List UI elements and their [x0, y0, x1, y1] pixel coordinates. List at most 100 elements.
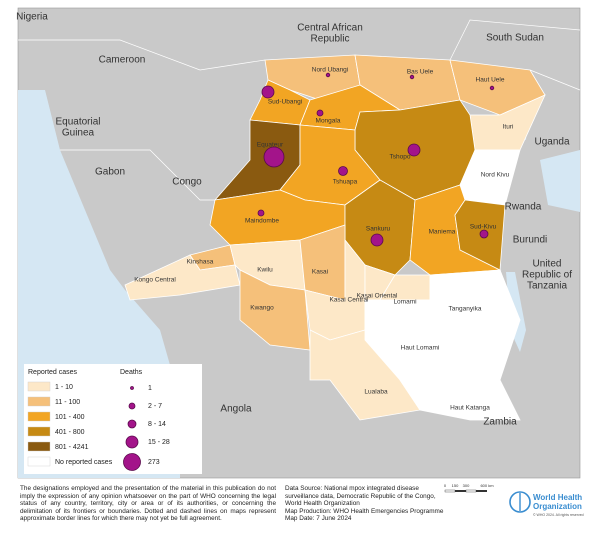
legend-label: 273 [148, 459, 160, 466]
province-label: Sankuru [366, 226, 391, 233]
country-label: Burundi [513, 235, 547, 246]
province-label: Maniema [429, 229, 456, 236]
death-marker [261, 85, 275, 99]
province-label: Lomami [393, 299, 416, 306]
legend-label: 401 - 800 [55, 429, 85, 436]
country-label: South Sudan [486, 33, 544, 44]
country-label: Guinea [62, 128, 95, 139]
province-label: Kasai Oriental [357, 293, 398, 300]
province-label: Bas Uele [407, 69, 434, 76]
death-marker [407, 143, 421, 157]
data-source: Data Source: National mpox integrated di… [285, 485, 436, 508]
scale-label: 150 [452, 483, 459, 488]
province-label: Haut Katanga [450, 405, 490, 412]
legend-swatch [27, 381, 51, 392]
province-label: Maindombe [245, 218, 279, 225]
legend-swatch [27, 426, 51, 437]
province-label: Haut Lomami [401, 345, 440, 352]
country-label: Nigeria [16, 12, 48, 23]
map-production: Map Production: WHO Health Emergencies P… [285, 507, 444, 515]
province-label: Sud-Ubangi [268, 99, 302, 106]
province-label: Kinshasa [187, 259, 214, 266]
legend-label: 1 - 10 [55, 384, 73, 391]
country-label: Zambia [483, 417, 517, 428]
province-label: Haut Uele [476, 77, 505, 84]
legend-dot [130, 386, 134, 390]
legend-box [24, 364, 202, 474]
province-label: Kongo Central [134, 277, 176, 284]
legend-dot [127, 419, 137, 429]
death-marker [338, 166, 348, 176]
country-label: Central African [297, 23, 363, 34]
legend-label: No reported cases [55, 459, 113, 466]
legend-swatch [27, 441, 51, 452]
legend-title: Reported cases [28, 369, 78, 376]
country-label: Tanzania [527, 281, 567, 292]
legend-swatch [27, 396, 51, 407]
province-label: Tshuapa [333, 179, 358, 186]
country-label: Gabon [95, 167, 125, 178]
country-label: Cameroon [99, 55, 146, 66]
who-name: World Health [533, 493, 582, 502]
country-label: Rwanda [505, 202, 542, 213]
legend-swatch [27, 411, 51, 422]
province-labels: Nord Ubangi Bas Uele Haut Uele Sud-Ubangi Mo… [134, 67, 513, 412]
death-markers [257, 72, 495, 247]
province-label: Nord Kivu [481, 172, 510, 179]
legend-label: 8 - 14 [148, 421, 166, 428]
province-label: Tshopo [390, 154, 411, 161]
legend-dot [125, 435, 139, 449]
country-label: Republic [311, 34, 350, 45]
province-label: Tanganyika [449, 306, 482, 313]
legend-dot [128, 402, 136, 410]
death-marker [257, 209, 265, 217]
country-label: Republic of [522, 270, 572, 281]
credits: Data Source: National mpox integrated di… [285, 485, 445, 523]
province-label: Lualaba [364, 389, 388, 396]
scale-label: 0 [444, 483, 447, 488]
legend-swatch [27, 456, 51, 467]
province-label: Mongala [316, 118, 341, 125]
scale-bar [444, 489, 487, 493]
province-label: Equateur [257, 142, 284, 149]
death-marker [370, 233, 384, 247]
province-label: Kwilu [257, 267, 273, 274]
copyright: © WHO 2024. All rights reserved [533, 513, 584, 517]
death-marker [489, 85, 495, 91]
province-label: Kasai [312, 269, 328, 276]
province-label: Nord Ubangi [312, 67, 349, 74]
death-marker [479, 229, 489, 239]
country-label: Congo [172, 177, 202, 188]
death-marker [316, 109, 324, 117]
legend-label: 1 [148, 385, 152, 392]
legend-label: 801 - 4241 [55, 444, 89, 451]
scale-labels: 0 150 300 600 km [444, 483, 494, 488]
country-label: United [533, 259, 562, 270]
legend-title: Deaths [120, 369, 143, 376]
legend: 1 - 10 11 - 100 101 - 400 401 - 800 801 - 42… [27, 381, 170, 471]
death-marker [409, 74, 415, 80]
death-marker [325, 72, 331, 78]
who-logo: World Health Organization © WHO 2024. Al… [509, 491, 584, 517]
country-label: Angola [220, 404, 252, 415]
country-borders [18, 19, 581, 201]
country-label: Uganda [534, 137, 569, 148]
legend-dot [123, 453, 141, 471]
lake [540, 150, 580, 212]
legend-label: 15 - 28 [148, 439, 170, 446]
legend-label: 11 - 100 [55, 399, 80, 406]
province-label: Kasai Central [329, 297, 369, 304]
who-name: Organization [533, 502, 582, 511]
legend-label: 101 - 400 [55, 414, 85, 421]
country-label: Equatorial [55, 117, 100, 128]
death-marker [263, 146, 285, 168]
legend-label: 2 - 7 [148, 403, 162, 410]
map-date: Map Date: 7 June 2024 [285, 515, 352, 523]
scale-label: 300 [463, 483, 470, 488]
disclaimer: The designations employed and the presen… [20, 485, 276, 523]
province-label: Sud-Kivu [470, 224, 497, 231]
province-label: Ituri [503, 124, 514, 131]
